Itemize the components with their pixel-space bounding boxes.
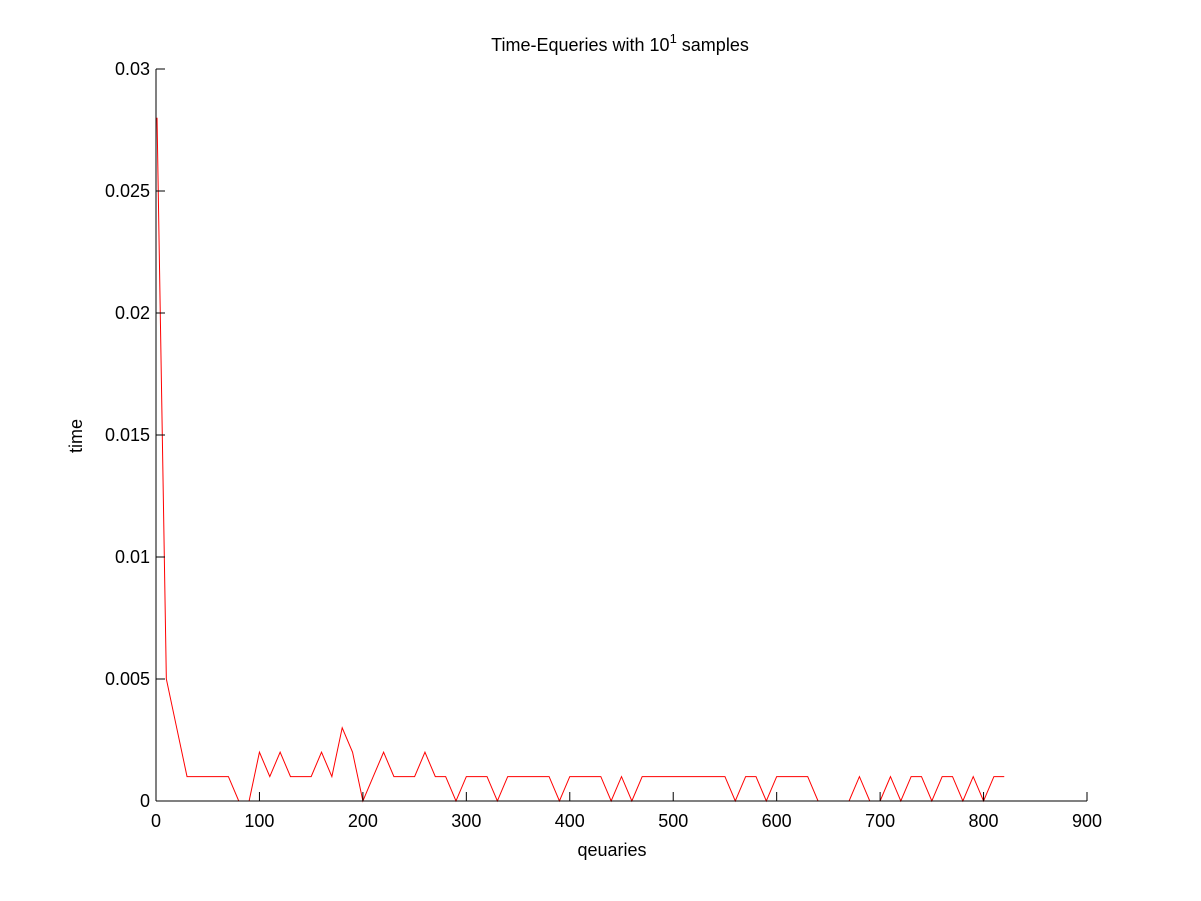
chart-title-prefix: Time-Equeries with 10 <box>491 35 669 55</box>
data-series-line <box>156 117 1005 803</box>
y-tick-label: 0.01 <box>115 547 150 567</box>
plot-area: 0 100 200 300 400 500 600 700 800 900 00.0050.010… <box>105 59 1102 831</box>
y-axis-label: time <box>66 419 86 453</box>
x-tick-label: 700 <box>865 811 895 831</box>
x-tick-label: 900 <box>1072 811 1102 831</box>
x-tick-label: 0 <box>151 811 161 831</box>
y-tick-label: 0.02 <box>115 303 150 323</box>
x-tick-label: 300 <box>451 811 481 831</box>
y-tick-label: 0.005 <box>105 669 150 689</box>
chart-title-superscript: 1 <box>670 31 677 46</box>
x-axis-ticks: 0 100 200 300 400 500 600 700 800 900 <box>151 792 1102 831</box>
x-tick-label: 400 <box>555 811 585 831</box>
y-axis-ticks: 0 0.005 0.01 0.015 0.02 0.025 0.03 <box>105 59 165 811</box>
x-tick-label: 600 <box>762 811 792 831</box>
y-tick-label: 0.015 <box>105 425 150 445</box>
x-tick-label: 800 <box>969 811 999 831</box>
y-tick-label: 0.03 <box>115 59 150 79</box>
y-tick-label: 0.025 <box>105 181 150 201</box>
x-tick-label: 500 <box>658 811 688 831</box>
y-tick-label: 0 <box>140 791 150 811</box>
x-tick-label: 200 <box>348 811 378 831</box>
x-axis-label: qeuaries <box>577 840 646 860</box>
chart-title: Time-Equeries with 101 samples <box>491 31 749 55</box>
x-tick-label: 100 <box>244 811 274 831</box>
chart-title-suffix: samples <box>677 35 749 55</box>
